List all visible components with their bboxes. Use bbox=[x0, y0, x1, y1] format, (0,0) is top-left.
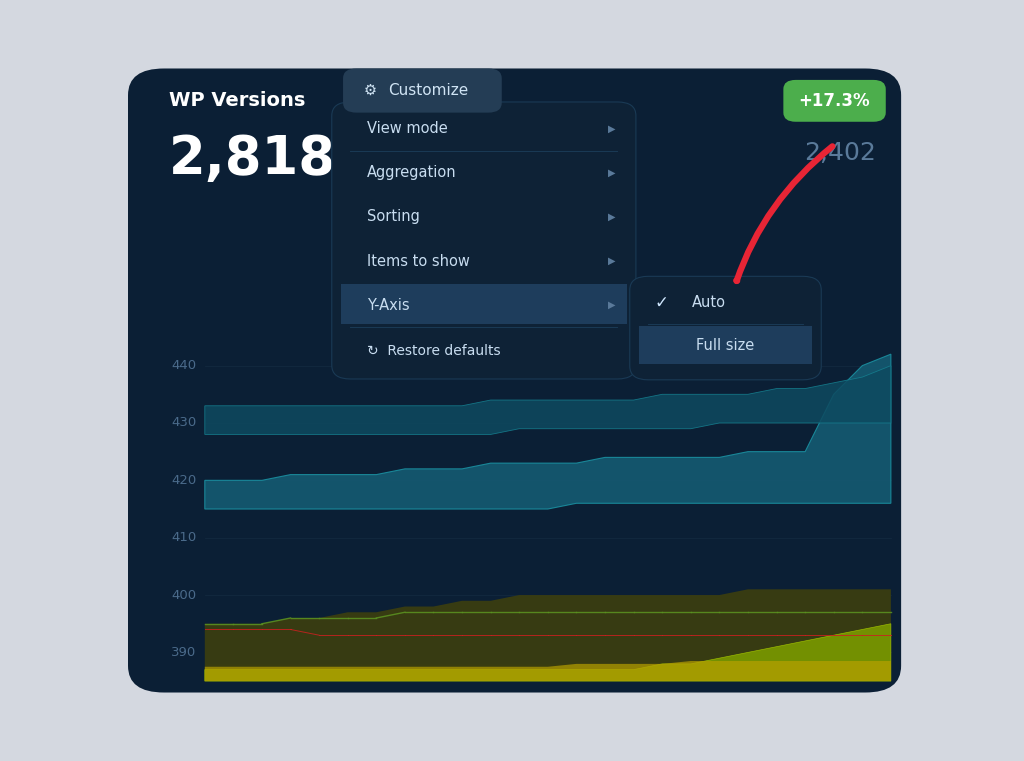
Text: +17.3%: +17.3% bbox=[799, 92, 870, 110]
FancyBboxPatch shape bbox=[343, 68, 502, 113]
Text: 440: 440 bbox=[171, 359, 197, 372]
FancyBboxPatch shape bbox=[783, 80, 886, 122]
Text: ▶: ▶ bbox=[607, 300, 615, 310]
Text: View mode: View mode bbox=[367, 121, 447, 136]
Text: WP Versions: WP Versions bbox=[169, 91, 305, 110]
Bar bbox=[341, 284, 627, 324]
Text: ▶: ▶ bbox=[607, 256, 615, 266]
Text: 390: 390 bbox=[171, 646, 197, 659]
Text: Customize: Customize bbox=[388, 83, 468, 98]
Polygon shape bbox=[205, 624, 891, 681]
Text: ↻  Restore defaults: ↻ Restore defaults bbox=[367, 344, 500, 358]
Polygon shape bbox=[205, 589, 891, 681]
Text: 2,402: 2,402 bbox=[804, 141, 876, 165]
Text: 420: 420 bbox=[171, 474, 197, 487]
Text: ▶: ▶ bbox=[607, 123, 615, 134]
Polygon shape bbox=[205, 354, 891, 509]
Text: ⚙: ⚙ bbox=[365, 83, 377, 98]
Text: Items to show: Items to show bbox=[367, 253, 469, 269]
Text: Aggregation: Aggregation bbox=[367, 165, 457, 180]
Polygon shape bbox=[205, 661, 891, 681]
Text: Y-Axis: Y-Axis bbox=[367, 298, 410, 313]
Bar bbox=[639, 326, 812, 364]
FancyBboxPatch shape bbox=[332, 102, 636, 379]
Text: Full size: Full size bbox=[696, 339, 755, 353]
Text: 2,818: 2,818 bbox=[169, 133, 336, 185]
Text: Sorting: Sorting bbox=[367, 209, 420, 224]
Text: ▶: ▶ bbox=[607, 167, 615, 178]
Polygon shape bbox=[205, 664, 891, 681]
Text: 400: 400 bbox=[171, 588, 197, 601]
Text: ▶: ▶ bbox=[607, 212, 615, 222]
Text: 410: 410 bbox=[171, 531, 197, 544]
Text: ✓: ✓ bbox=[654, 294, 669, 311]
Text: 430: 430 bbox=[171, 416, 197, 429]
FancyBboxPatch shape bbox=[128, 68, 901, 693]
FancyBboxPatch shape bbox=[630, 276, 821, 380]
Polygon shape bbox=[205, 365, 891, 435]
Text: Auto: Auto bbox=[692, 295, 726, 310]
